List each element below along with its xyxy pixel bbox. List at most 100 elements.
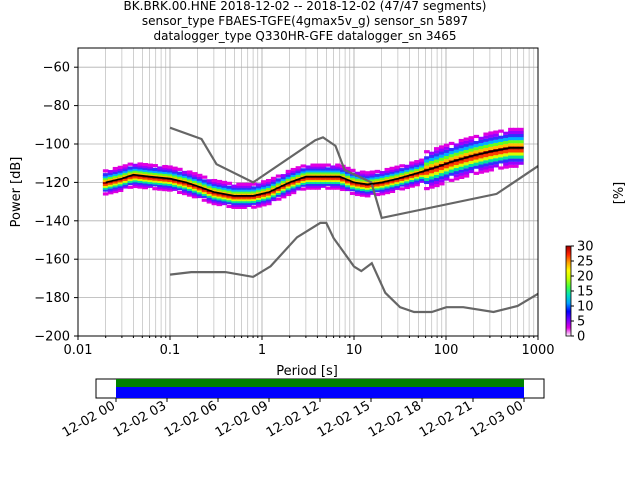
psd-cell <box>458 166 465 170</box>
psd-cell <box>424 171 430 175</box>
psd-cell <box>315 180 321 184</box>
psd-cell <box>226 189 233 193</box>
psd-cell <box>191 179 198 183</box>
psd-cell <box>483 163 489 167</box>
psd-cell <box>468 145 475 149</box>
psd-cell <box>246 188 252 192</box>
psd-cell <box>503 153 509 157</box>
psd-cell <box>483 138 489 142</box>
psd-cell <box>369 180 376 184</box>
psd-cell <box>359 183 366 188</box>
psd-cell <box>349 186 356 190</box>
psd-cell <box>201 188 208 193</box>
psd-cell <box>483 169 489 173</box>
psd-cell <box>206 183 213 187</box>
colorbar-tick-label: 25 <box>577 255 594 270</box>
psd-cell <box>438 176 445 180</box>
psd-cell <box>122 181 129 185</box>
psd-cell <box>399 187 405 191</box>
psd-cell <box>315 169 321 173</box>
psd-cell <box>201 181 208 185</box>
psd-cell <box>112 174 119 178</box>
psd-cell <box>147 178 153 183</box>
psd-cell <box>419 162 425 166</box>
psd-cell <box>409 161 415 165</box>
psd-cell <box>107 187 114 191</box>
psd-cell <box>122 168 129 172</box>
psd-cell <box>112 184 119 188</box>
psd-cell <box>236 184 242 188</box>
psd-cell <box>438 160 445 164</box>
psd-cell <box>379 171 386 175</box>
psd-cell <box>483 154 489 158</box>
psd-cell <box>305 167 312 171</box>
psd-cell <box>265 179 272 183</box>
psd-cell <box>389 180 396 184</box>
psd-cell <box>399 164 405 168</box>
psd-cell <box>473 165 480 169</box>
psd-cell <box>443 152 450 157</box>
psd-cell <box>468 160 475 164</box>
psd-cell <box>251 192 257 196</box>
psd-cell <box>152 177 158 181</box>
psd-cell <box>463 149 470 154</box>
psd-cell <box>468 139 475 143</box>
psd-cell <box>256 189 262 193</box>
psd-cell <box>478 149 485 153</box>
psd-cell <box>517 127 524 132</box>
psd-cell <box>181 191 188 196</box>
psd-cell <box>404 182 410 186</box>
psd-cell <box>438 179 445 183</box>
psd-cell <box>409 165 415 169</box>
psd-cell <box>335 186 341 190</box>
psd-cell <box>498 138 504 142</box>
psd-cell <box>389 172 396 176</box>
psd-cell <box>369 170 376 174</box>
psd-cell <box>433 171 440 175</box>
psd-cell <box>335 178 341 183</box>
psd-cell <box>325 176 331 181</box>
psd-cell <box>345 166 351 170</box>
psd-cell <box>241 190 247 194</box>
psd-cell <box>305 182 312 186</box>
psd-cell <box>399 177 405 181</box>
psd-cell <box>270 192 277 196</box>
psd-cell <box>429 151 435 155</box>
psd-cell <box>122 177 129 181</box>
psd-cell <box>389 176 396 180</box>
psd-cell <box>448 147 455 152</box>
psd-cell <box>310 171 317 175</box>
psd-cell <box>142 178 149 182</box>
psd-cell <box>186 193 193 197</box>
colorbar-tick-label: 10 <box>577 300 594 315</box>
psd-cell <box>191 189 198 193</box>
psd-cell <box>384 190 391 195</box>
psd-cell <box>162 184 168 188</box>
psd-cell <box>374 183 381 187</box>
psd-cell <box>231 190 237 194</box>
psd-cell <box>468 148 475 152</box>
psd-cell <box>443 174 450 178</box>
psd-cell <box>305 169 312 173</box>
psd-cell <box>508 164 514 168</box>
psd-cell <box>374 189 381 193</box>
psd-cell <box>453 152 460 156</box>
psd-cell <box>256 204 262 208</box>
psd-cell <box>493 161 499 165</box>
psd-cell <box>265 186 272 190</box>
psd-cell <box>152 183 158 187</box>
psd-cell <box>285 177 292 181</box>
psd-cell <box>275 191 282 195</box>
psd-cell <box>226 191 233 195</box>
psd-cell <box>409 169 415 173</box>
psd-cell <box>379 176 386 180</box>
psd-cell <box>201 198 208 202</box>
psd-cell <box>102 182 109 186</box>
psd-cell <box>246 186 252 190</box>
psd-cell <box>404 170 410 174</box>
psd-cell <box>236 190 242 194</box>
psd-cell <box>300 174 307 178</box>
psd-cell <box>345 182 351 186</box>
psd-cell <box>231 186 237 190</box>
psd-cell <box>419 179 425 183</box>
